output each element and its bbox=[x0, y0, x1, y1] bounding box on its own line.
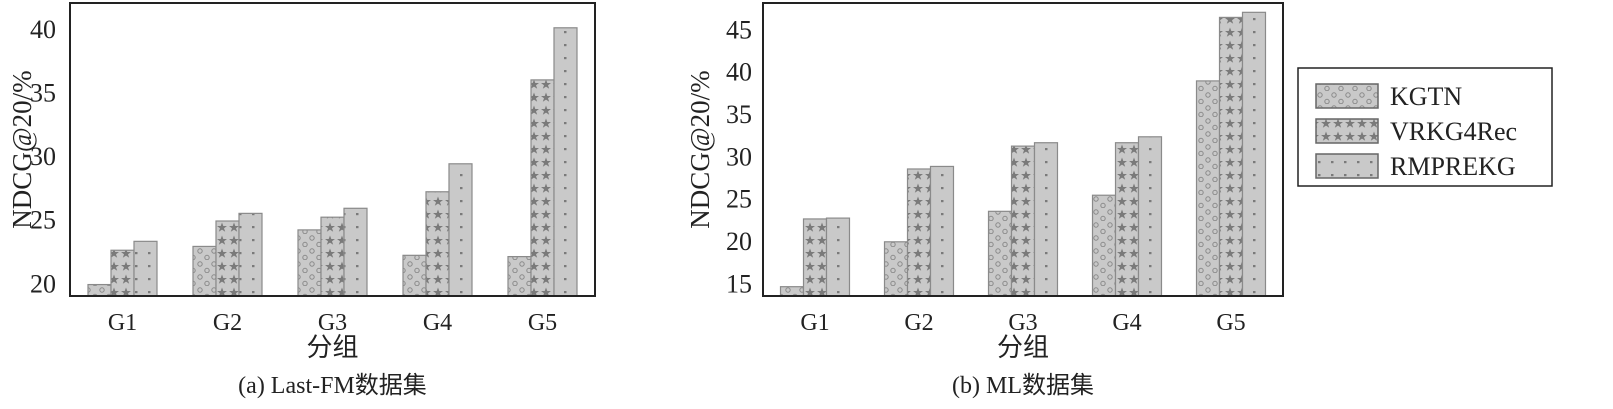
bar-kgtn-g2 bbox=[883, 241, 909, 297]
y-tick-label: 30 bbox=[30, 142, 56, 171]
bar-kgtn-g2 bbox=[192, 245, 217, 297]
bar-kgtn-g1 bbox=[87, 283, 112, 297]
bar-vrkg4rec-g4 bbox=[1114, 142, 1140, 297]
legend: KGTN VRKG4Rec RMPREKG bbox=[1297, 67, 1553, 187]
x-tick-label: G3 bbox=[1008, 310, 1037, 336]
bar-rmprekg-g1 bbox=[825, 217, 851, 297]
chart-caption: (b) ML数据集 bbox=[952, 372, 1094, 399]
y-tick-label: 20 bbox=[30, 269, 56, 298]
x-tick-label: G4 bbox=[423, 310, 452, 336]
bar-vrkg4rec-g5 bbox=[530, 79, 555, 297]
y-tick-label: 30 bbox=[726, 142, 752, 171]
bar-vrkg4rec-g1 bbox=[110, 249, 135, 297]
x-tick-label: G4 bbox=[1112, 310, 1141, 336]
bar-kgtn-g3 bbox=[987, 210, 1013, 297]
bar-rmprekg-g5 bbox=[553, 27, 578, 297]
bar-kgtn-g3 bbox=[297, 229, 322, 297]
bar-rmprekg-g2 bbox=[929, 165, 955, 297]
x-tick-label: G3 bbox=[318, 310, 347, 336]
bar-vrkg4rec-g1 bbox=[802, 218, 828, 297]
bar-rmprekg-g4 bbox=[1137, 136, 1163, 297]
bar-vrkg4rec-g2 bbox=[906, 168, 932, 297]
y-tick-label: 25 bbox=[30, 206, 56, 235]
bar-rmprekg-g1 bbox=[133, 240, 158, 297]
legend-label: VRKG4Rec bbox=[1390, 117, 1517, 146]
legend-label: KGTN bbox=[1390, 82, 1462, 111]
x-axis-label: 分组 bbox=[997, 333, 1049, 362]
bar-kgtn-g5 bbox=[507, 255, 532, 297]
bar-vrkg4rec-g3 bbox=[320, 216, 345, 297]
bar-rmprekg-g4 bbox=[448, 163, 473, 297]
x-tick-label: G2 bbox=[213, 310, 242, 336]
bar-rmprekg-g3 bbox=[343, 207, 368, 297]
bar-kgtn-g1 bbox=[779, 286, 805, 297]
x-tick-label: G5 bbox=[528, 310, 557, 336]
bar-vrkg4rec-g5 bbox=[1218, 16, 1244, 297]
y-tick-label: 45 bbox=[726, 15, 752, 44]
legend-swatch-rmprekg bbox=[1315, 153, 1379, 179]
bar-kgtn-g5 bbox=[1195, 80, 1221, 297]
y-axis-label: NDCG@20/% bbox=[685, 70, 715, 228]
x-tick-label: G1 bbox=[800, 310, 829, 336]
y-tick-label: 35 bbox=[726, 100, 752, 129]
legend-swatch-vrkg4rec bbox=[1315, 118, 1379, 144]
chart-b: G1 G2 G3 G4 G5 15 20 25 30 35 40 45 NDCG@20/% 分组 (b) M… bbox=[685, 2, 1284, 399]
y-tick-label: 25 bbox=[726, 185, 752, 214]
bar-kgtn-g4 bbox=[1091, 194, 1117, 297]
plot-frame bbox=[69, 2, 596, 297]
y-tick-label: 40 bbox=[30, 15, 56, 44]
x-tick-label: G1 bbox=[108, 310, 137, 336]
chart-caption: (a) Last-FM数据集 bbox=[238, 372, 427, 399]
bar-vrkg4rec-g3 bbox=[1010, 145, 1036, 297]
y-tick-label: 40 bbox=[726, 58, 752, 87]
bar-rmprekg-g2 bbox=[238, 212, 263, 297]
bar-rmprekg-g5 bbox=[1241, 11, 1267, 297]
legend-label: RMPREKG bbox=[1390, 152, 1516, 181]
legend-swatch-kgtn bbox=[1315, 83, 1379, 109]
x-axis-label: 分组 bbox=[306, 333, 358, 362]
chart-a: G1 G2 G3 G4 G5 20 25 30 35 40 NDCG@20/% 分组 (a) Last-… bbox=[7, 2, 596, 399]
bar-vrkg4rec-g4 bbox=[425, 191, 450, 297]
x-tick-label: G2 bbox=[904, 310, 933, 336]
y-tick-label: 20 bbox=[726, 227, 752, 256]
y-axis-label: NDCG@20/% bbox=[7, 70, 37, 228]
bar-kgtn-g4 bbox=[402, 254, 427, 297]
x-tick-label: G5 bbox=[1216, 310, 1245, 336]
bar-rmprekg-g3 bbox=[1033, 142, 1059, 297]
plot-frame bbox=[762, 2, 1284, 297]
y-tick-label: 35 bbox=[30, 79, 56, 108]
y-tick-label: 15 bbox=[726, 269, 752, 298]
bar-vrkg4rec-g2 bbox=[215, 220, 240, 297]
